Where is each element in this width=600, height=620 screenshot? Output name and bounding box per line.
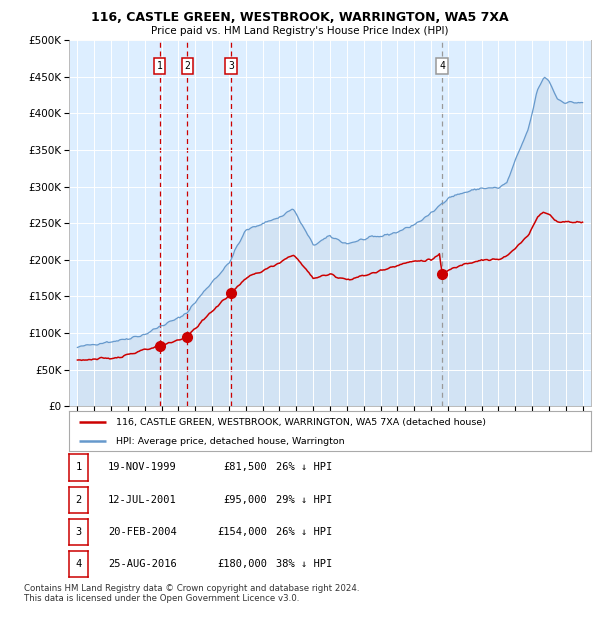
Text: 1: 1 bbox=[157, 61, 163, 71]
Text: 19-NOV-1999: 19-NOV-1999 bbox=[108, 463, 177, 472]
Text: £81,500: £81,500 bbox=[223, 463, 267, 472]
Text: 29% ↓ HPI: 29% ↓ HPI bbox=[276, 495, 332, 505]
Text: 4: 4 bbox=[439, 61, 445, 71]
Text: £180,000: £180,000 bbox=[217, 559, 267, 569]
Text: Price paid vs. HM Land Registry's House Price Index (HPI): Price paid vs. HM Land Registry's House … bbox=[151, 26, 449, 36]
Text: Contains HM Land Registry data © Crown copyright and database right 2024.: Contains HM Land Registry data © Crown c… bbox=[24, 583, 359, 593]
Text: 3: 3 bbox=[228, 61, 234, 71]
Text: 26% ↓ HPI: 26% ↓ HPI bbox=[276, 527, 332, 537]
Text: 116, CASTLE GREEN, WESTBROOK, WARRINGTON, WA5 7XA: 116, CASTLE GREEN, WESTBROOK, WARRINGTON… bbox=[91, 11, 509, 24]
Text: 38% ↓ HPI: 38% ↓ HPI bbox=[276, 559, 332, 569]
Text: 2: 2 bbox=[76, 495, 82, 505]
Text: 2: 2 bbox=[184, 61, 190, 71]
Text: 26% ↓ HPI: 26% ↓ HPI bbox=[276, 463, 332, 472]
Text: £95,000: £95,000 bbox=[223, 495, 267, 505]
Text: 4: 4 bbox=[76, 559, 82, 569]
Text: HPI: Average price, detached house, Warrington: HPI: Average price, detached house, Warr… bbox=[116, 436, 344, 446]
Text: 12-JUL-2001: 12-JUL-2001 bbox=[108, 495, 177, 505]
Text: This data is licensed under the Open Government Licence v3.0.: This data is licensed under the Open Gov… bbox=[24, 593, 299, 603]
Text: 1: 1 bbox=[76, 463, 82, 472]
Text: 116, CASTLE GREEN, WESTBROOK, WARRINGTON, WA5 7XA (detached house): 116, CASTLE GREEN, WESTBROOK, WARRINGTON… bbox=[116, 418, 486, 427]
Text: £154,000: £154,000 bbox=[217, 527, 267, 537]
Text: 3: 3 bbox=[76, 527, 82, 537]
Text: 25-AUG-2016: 25-AUG-2016 bbox=[108, 559, 177, 569]
Text: 20-FEB-2004: 20-FEB-2004 bbox=[108, 527, 177, 537]
